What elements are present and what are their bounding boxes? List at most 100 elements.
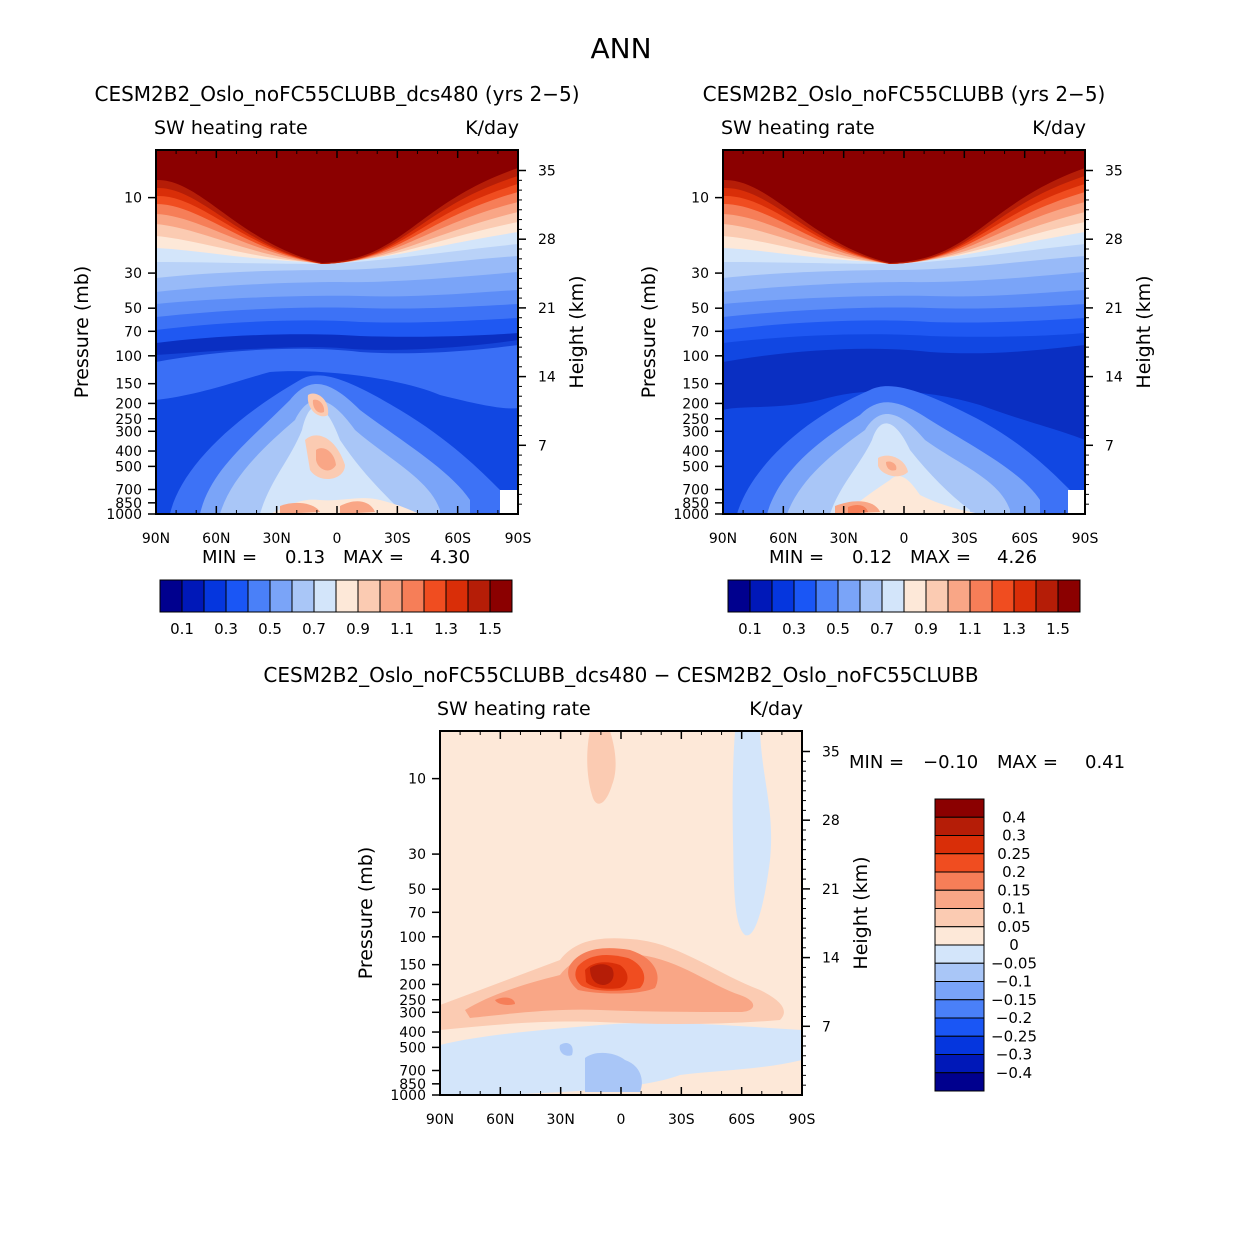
panel-1-min-label: MIN = xyxy=(202,547,257,568)
panel-2-colorbar-swatch xyxy=(903,579,927,613)
panel-1-xtick-label: 60S xyxy=(444,531,471,547)
panel-3-ytick-label: 500 xyxy=(399,1040,426,1056)
panel-2-xtick-label: 0 xyxy=(900,531,909,547)
panel-1-y2tick-label: 28 xyxy=(538,232,556,248)
panel-3-colorbar-swatch xyxy=(934,962,985,982)
panel-1-xtick-label: 30S xyxy=(384,531,411,547)
panel-2-colorbar-swatch xyxy=(1035,579,1059,613)
panel-2-ytick-label: 200 xyxy=(682,396,709,412)
panel-3-colorbar-label: 0.3 xyxy=(1002,827,1026,845)
panel-3-ytick-label: 300 xyxy=(399,1005,426,1021)
panel-3-units-label: K/day xyxy=(749,698,803,720)
panel-1-xtick-label: 0 xyxy=(333,531,342,547)
panel-3: CESM2B2_Oslo_noFC55CLUBB_dcs480 − CESM2B… xyxy=(263,663,1125,1128)
panel-2-colorbar-label: 0.5 xyxy=(826,620,850,638)
panel-1-ytick-label: 50 xyxy=(124,301,142,317)
panel-1-xtick-label: 90N xyxy=(142,531,170,547)
panel-1-colorbar-swatch xyxy=(379,579,403,613)
panel-2-min-label: MIN = xyxy=(769,547,824,568)
panel-3-y2tick-label: 35 xyxy=(822,744,840,760)
panel-1-max-label: MAX = xyxy=(343,547,404,568)
panel-1-ytick-label: 500 xyxy=(115,459,142,475)
panel-3-contour-field xyxy=(440,731,802,1095)
panel-1-ytick-label: 250 xyxy=(115,412,142,428)
panel-3-colorbar-label: −0.05 xyxy=(991,954,1037,972)
panel-2-colorbar-swatch xyxy=(925,579,949,613)
panel-3-colorbar-label: 0.05 xyxy=(997,918,1030,936)
panel-2-ytick-label: 1000 xyxy=(673,507,709,523)
panel-1-ytick-label: 10 xyxy=(124,191,142,207)
panel-2-y2tick-label: 35 xyxy=(1105,163,1123,179)
panel-2-max-value: 4.26 xyxy=(997,547,1037,568)
panel-2-ytick-label: 400 xyxy=(682,444,709,460)
panel-1-ytick-label: 100 xyxy=(115,349,142,365)
panel-1-xtick-label: 30N xyxy=(263,531,291,547)
panel-2-min-value: 0.12 xyxy=(852,547,892,568)
panel-3-colorbar-label: −0.15 xyxy=(991,991,1037,1009)
panel-1-colorbar-swatch xyxy=(335,579,359,613)
panel-1-colorbar-label: 1.3 xyxy=(434,620,458,638)
panel-1-variable-label: SW heating rate xyxy=(154,117,308,139)
panel-3-ytick-label: 10 xyxy=(408,772,426,788)
panel-1-colorbar-swatch xyxy=(401,579,425,613)
panel-2-y2tick-label: 28 xyxy=(1105,232,1123,248)
panel-1-min-value: 0.13 xyxy=(285,547,325,568)
panel-2-xtick-label: 30N xyxy=(830,531,858,547)
page-title: ANN xyxy=(590,32,651,65)
panel-3-y2label: Height (km) xyxy=(850,856,872,969)
panel-2-colorbar-swatch xyxy=(727,579,751,613)
panel-3-ytick-label: 400 xyxy=(399,1025,426,1041)
panel-3-ytick-label: 250 xyxy=(399,993,426,1009)
panel-3-colorbar-label: 0.4 xyxy=(1002,808,1026,826)
panel-3-ytick-label: 30 xyxy=(408,847,426,863)
panel-2-title: CESM2B2_Oslo_noFC55CLUBB (yrs 2−5) xyxy=(703,82,1106,106)
panel-3-max-label: MAX = xyxy=(997,752,1058,773)
panel-1-colorbar-swatch xyxy=(247,579,271,613)
panel-1-colorbar-label: 0.7 xyxy=(302,620,326,638)
panel-2-ytick-label: 850 xyxy=(682,496,709,512)
panel-2-colorbar-label: 1.1 xyxy=(958,620,982,638)
panel-3-xtick-label: 90S xyxy=(789,1112,816,1128)
panel-2-colorbar-swatch xyxy=(771,579,795,613)
panel-1-y2tick-label: 21 xyxy=(538,301,556,317)
panel-2-ytick-label: 500 xyxy=(682,459,709,475)
panel-2-y2label: Height (km) xyxy=(1133,275,1155,388)
panel-3-min-label: MIN = xyxy=(849,752,904,773)
panel-3-y2tick-label: 28 xyxy=(822,813,840,829)
panel-2-colorbar-label: 1.3 xyxy=(1002,620,1026,638)
panel-1-colorbar-swatch xyxy=(423,579,447,613)
panel-3-y2tick-label: 21 xyxy=(822,882,840,898)
panel-1-colorbar-label: 0.1 xyxy=(170,620,194,638)
panel-3-colorbar-label: −0.2 xyxy=(996,1009,1032,1027)
panel-3-variable-label: SW heating rate xyxy=(437,698,591,720)
panel-2-colorbar-swatch xyxy=(947,579,971,613)
panel-1-ytick-label: 30 xyxy=(124,266,142,282)
panel-3-colorbar-swatch xyxy=(934,1035,985,1055)
panel-1-colorbar-swatch xyxy=(291,579,315,613)
panel-2-xtick-label: 90S xyxy=(1072,531,1099,547)
panel-3-colorbar-label: −0.3 xyxy=(996,1046,1032,1064)
panel-2-y2tick-label: 7 xyxy=(1105,438,1114,454)
panel-2-colorbar-label: 1.5 xyxy=(1046,620,1070,638)
panel-2-contour-field xyxy=(723,150,1085,514)
panel-2-colorbar-swatch xyxy=(815,579,839,613)
panel-1-colorbar-swatch xyxy=(269,579,293,613)
panel-3-colorbar-label: 0 xyxy=(1009,936,1019,954)
panel-1-ytick-label: 850 xyxy=(115,496,142,512)
panel-3-ylabel: Pressure (mb) xyxy=(355,847,377,980)
panel-1-units-label: K/day xyxy=(465,117,519,139)
panel-1-ytick-label: 300 xyxy=(115,424,142,440)
panel-3-colorbar-swatch xyxy=(934,835,985,855)
panel-1-y2tick-label: 35 xyxy=(538,163,556,179)
panel-2-ytick-label: 250 xyxy=(682,412,709,428)
panel-3-xtick-label: 60S xyxy=(728,1112,755,1128)
panel-2-xtick-label: 60N xyxy=(769,531,797,547)
panel-1-colorbar-swatch xyxy=(181,579,205,613)
panel-1-xtick-label: 60N xyxy=(202,531,230,547)
colorbars: 0.1 0.3 0.5 0.7 0.9 1.1 1.3 1.5 0.1 0.3 0.5 0.7 0.9 1… xyxy=(159,579,1081,1092)
panel-1-colorbar-label: 1.1 xyxy=(390,620,414,638)
panel-3-title: CESM2B2_Oslo_noFC55CLUBB_dcs480 − CESM2B… xyxy=(263,663,978,687)
panel-3-colorbar-swatch xyxy=(934,1017,985,1037)
panel-3-ytick-label: 850 xyxy=(399,1077,426,1093)
panel-3-ytick-label: 50 xyxy=(408,882,426,898)
